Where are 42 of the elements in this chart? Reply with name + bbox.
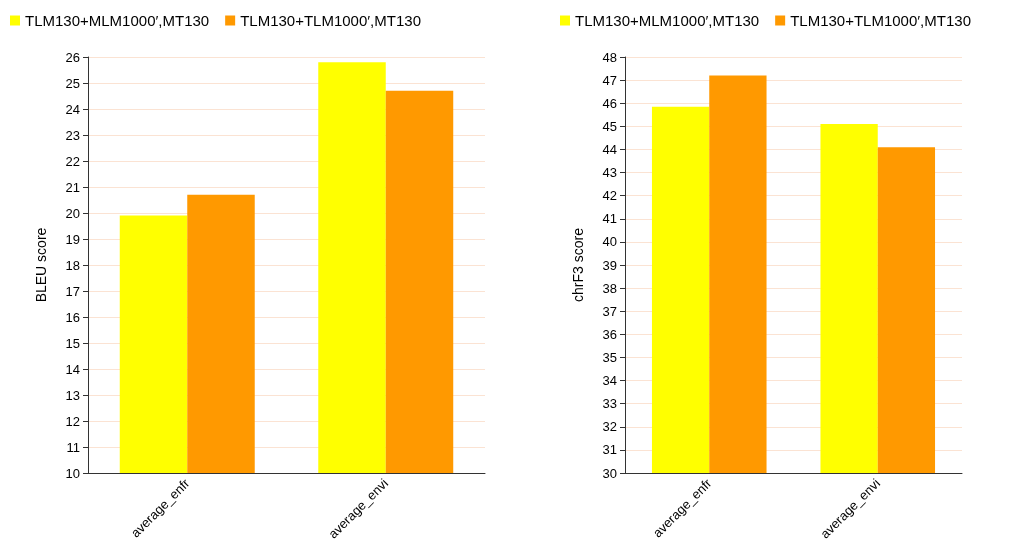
legend-label: TLM130+MLM1000′,MT130: [575, 12, 760, 29]
y-tick-label: 22: [65, 153, 80, 169]
y-tick-label: 14: [65, 361, 80, 377]
y-tick-label: 25: [65, 75, 80, 91]
y-tick-label: 16: [65, 309, 80, 325]
legend-label: TLM130+TLM1000′,MT130: [240, 12, 421, 29]
y-tick-label: 20: [65, 205, 80, 221]
y-tick-label: 44: [602, 141, 617, 157]
legend-label: TLM130+MLM1000′,MT130: [25, 12, 210, 29]
y-tick-label: 47: [602, 72, 617, 88]
y-tick-label: 46: [602, 95, 617, 111]
y-tick-label: 10: [65, 465, 80, 481]
y-tick-label: 24: [65, 101, 80, 117]
y-tick-label: 48: [602, 49, 617, 65]
y-tick-label: 13: [65, 387, 80, 403]
y-tick-label: 19: [65, 231, 80, 247]
y-tick-label: 37: [602, 303, 617, 319]
y-tick-label: 23: [65, 127, 80, 143]
y-tick-label: 31: [602, 442, 617, 458]
y-tick-label: 11: [66, 439, 80, 455]
y-tick-label: 42: [602, 188, 617, 204]
y-tick-label: 39: [602, 257, 617, 273]
y-tick-label: 12: [65, 413, 80, 429]
y-tick-label: 26: [65, 49, 80, 65]
y-tick-label: 41: [602, 211, 617, 227]
y-tick-label: 15: [65, 335, 80, 351]
y-tick-label: 30: [602, 465, 617, 481]
y-tick-label: 36: [602, 326, 617, 342]
y-tick-label: 34: [602, 373, 617, 389]
y-axis-title: chrF3 score: [570, 227, 586, 302]
y-tick-label: 38: [602, 280, 617, 296]
y-tick-label: 21: [65, 179, 80, 195]
y-tick-label: 32: [602, 419, 617, 435]
y-tick-label: 18: [65, 257, 80, 273]
y-axis-title: BLEU score: [33, 227, 49, 303]
y-tick-label: 17: [65, 283, 80, 299]
y-tick-label: 33: [602, 396, 617, 412]
legend-label: TLM130+TLM1000′,MT130: [790, 12, 971, 29]
y-tick-label: 40: [602, 234, 617, 250]
y-tick-label: 45: [602, 118, 617, 134]
y-tick-label: 43: [602, 165, 617, 181]
y-tick-label: 35: [602, 349, 617, 365]
